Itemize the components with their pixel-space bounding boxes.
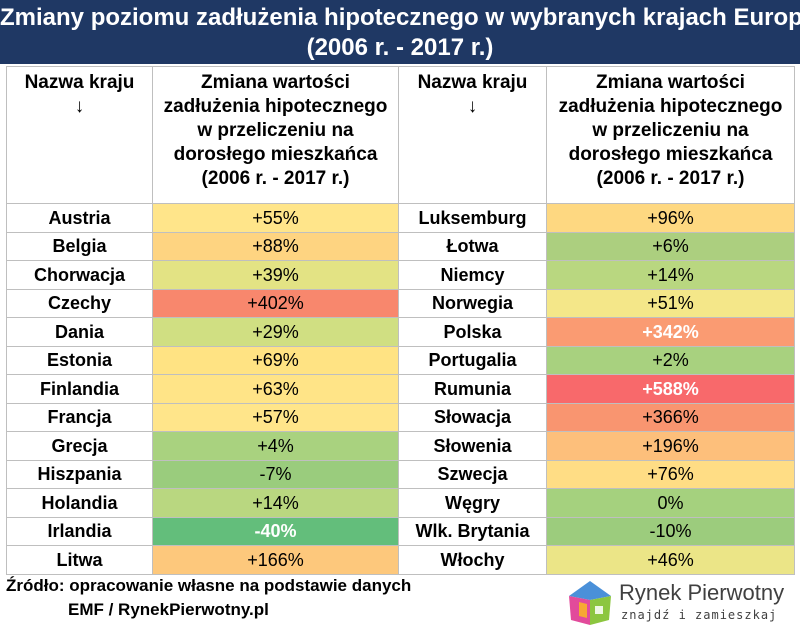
right-country-cell: Rumunia [398,374,547,404]
right-value-header-line: dorosłego mieszkańca [568,144,773,165]
right-country-cell: Polska [398,317,547,347]
logo-name: Rynek Pierwotny [619,580,785,605]
left-value-cell: +14% [152,488,399,518]
table-row: Litwa +166% Włochy +46% [6,545,795,575]
table-row: Francja +57% Słowacja +366% [6,402,795,432]
left-value-cell: +63% [152,374,399,404]
right-country-cell: Łotwa [398,231,547,261]
left-value-cell: +4% [152,431,399,461]
table-row: Czechy +402% Norwegia +51% [6,288,795,318]
right-value-cell: +366% [546,402,795,432]
table-row: Irlandia -40% Wlk. Brytania -10% [6,516,795,546]
source-note: Źródło: opracowanie własne na podstawie … [6,574,411,622]
left-down-arrow-icon: ↓ [74,96,85,117]
table-row: Chorwacja +39% Niemcy +14% [6,260,795,290]
left-value-cell: +29% [152,317,399,347]
right-value-cell: +46% [546,545,795,575]
right-value-header-line: zadłużenia hipotecznego [558,96,783,117]
left-value-cell: +88% [152,231,399,261]
right-country-cell: Szwecja [398,459,547,489]
left-value-cell: -40% [152,516,399,546]
left-value-cell: +166% [152,545,399,575]
table-row: Belgia +88% Łotwa +6% [6,231,795,261]
right-value-header-line: Zmiana wartości [596,72,745,93]
right-value-cell: +588% [546,374,795,404]
right-value-cell: +6% [546,231,795,261]
left-value-header-line: dorosłego mieszkańca [173,144,378,165]
source-line-2: EMF / RynekPierwotny.pl [68,600,269,619]
left-value-cell: +39% [152,260,399,290]
left-country-cell: Francja [6,402,153,432]
left-country-cell: Hiszpania [6,459,153,489]
left-country-cell: Czechy [6,288,153,318]
table-row: Austria +55% Luksemburg +96% [6,203,795,233]
left-country-cell: Litwa [6,545,153,575]
left-value-header-line: (2006 r. - 2017 r.) [201,168,350,189]
left-country-cell: Belgia [6,231,153,261]
table-body: Austria +55% Luksemburg +96% Belgia +88% Łotwa… [6,203,795,575]
table-row: Estonia +69% Portugalia +2% [6,345,795,375]
left-value-cell: +57% [152,402,399,432]
house-logo-icon [569,581,611,625]
right-value-header: Zmiana wartości zadłużenia hipotecznego … [546,66,795,204]
right-country-cell: Słowacja [398,402,547,432]
left-country-cell: Austria [6,203,153,233]
right-value-header-line: w przeliczeniu na [592,120,749,141]
logo-tagline: znajdź i zamieszkaj [621,608,778,622]
left-value-header-line: w przeliczeniu na [197,120,354,141]
left-value-cell: +69% [152,345,399,375]
rynek-pierwotny-logo: Rynek Pierwotny znajdź i zamieszkaj [565,578,795,628]
page-title: Zmiany poziomu zadłużenia hipotecznego w… [0,0,800,64]
right-value-header-line: (2006 r. - 2017 r.) [596,168,745,189]
right-value-cell: +196% [546,431,795,461]
right-country-header-label: Nazwa kraju [417,72,528,93]
right-country-cell: Portugalia [398,345,547,375]
right-value-cell: +51% [546,288,795,318]
right-value-cell: -10% [546,516,795,546]
right-country-cell: Niemcy [398,260,547,290]
table-row: Dania +29% Polska +342% [6,317,795,347]
left-country-cell: Chorwacja [6,260,153,290]
right-value-cell: +76% [546,459,795,489]
left-country-header: Nazwa kraju ↓ [6,66,153,204]
left-value-header-line: zadłużenia hipotecznego [163,96,388,117]
debt-change-table: Nazwa kraju ↓ Zmiana wartości zadłużenia… [6,66,795,575]
left-country-cell: Finlandia [6,374,153,404]
right-country-cell: Węgry [398,488,547,518]
right-value-cell: 0% [546,488,795,518]
table-row: Finlandia +63% Rumunia +588% [6,374,795,404]
title-line-2: (2006 r. - 2017 r.) [306,34,494,61]
source-line-1: Źródło: opracowanie własne na podstawie … [6,576,412,595]
left-value-header: Zmiana wartości zadłużenia hipotecznego … [152,66,399,204]
left-country-cell: Grecja [6,431,153,461]
left-value-header-line: Zmiana wartości [201,72,350,93]
right-country-header: Nazwa kraju ↓ [398,66,547,204]
left-value-cell: -7% [152,459,399,489]
left-country-cell: Holandia [6,488,153,518]
left-value-cell: +55% [152,203,399,233]
right-country-cell: Wlk. Brytania [398,516,547,546]
right-country-cell: Luksemburg [398,203,547,233]
header-row: Nazwa kraju ↓ Zmiana wartości zadłużenia… [6,66,795,204]
table-row: Grecja +4% Słowenia +196% [6,431,795,461]
right-down-arrow-icon: ↓ [467,96,478,117]
table-row: Holandia +14% Węgry 0% [6,488,795,518]
left-country-cell: Dania [6,317,153,347]
left-country-header-label: Nazwa kraju [24,72,135,93]
left-value-cell: +402% [152,288,399,318]
left-country-cell: Estonia [6,345,153,375]
right-value-cell: +96% [546,203,795,233]
table-row: Hiszpania -7% Szwecja +76% [6,459,795,489]
right-country-cell: Słowenia [398,431,547,461]
right-value-cell: +2% [546,345,795,375]
title-line-1: Zmiany poziomu zadłużenia hipotecznego w… [0,4,800,31]
right-value-cell: +14% [546,260,795,290]
right-country-cell: Włochy [398,545,547,575]
right-value-cell: +342% [546,317,795,347]
right-country-cell: Norwegia [398,288,547,318]
left-country-cell: Irlandia [6,516,153,546]
